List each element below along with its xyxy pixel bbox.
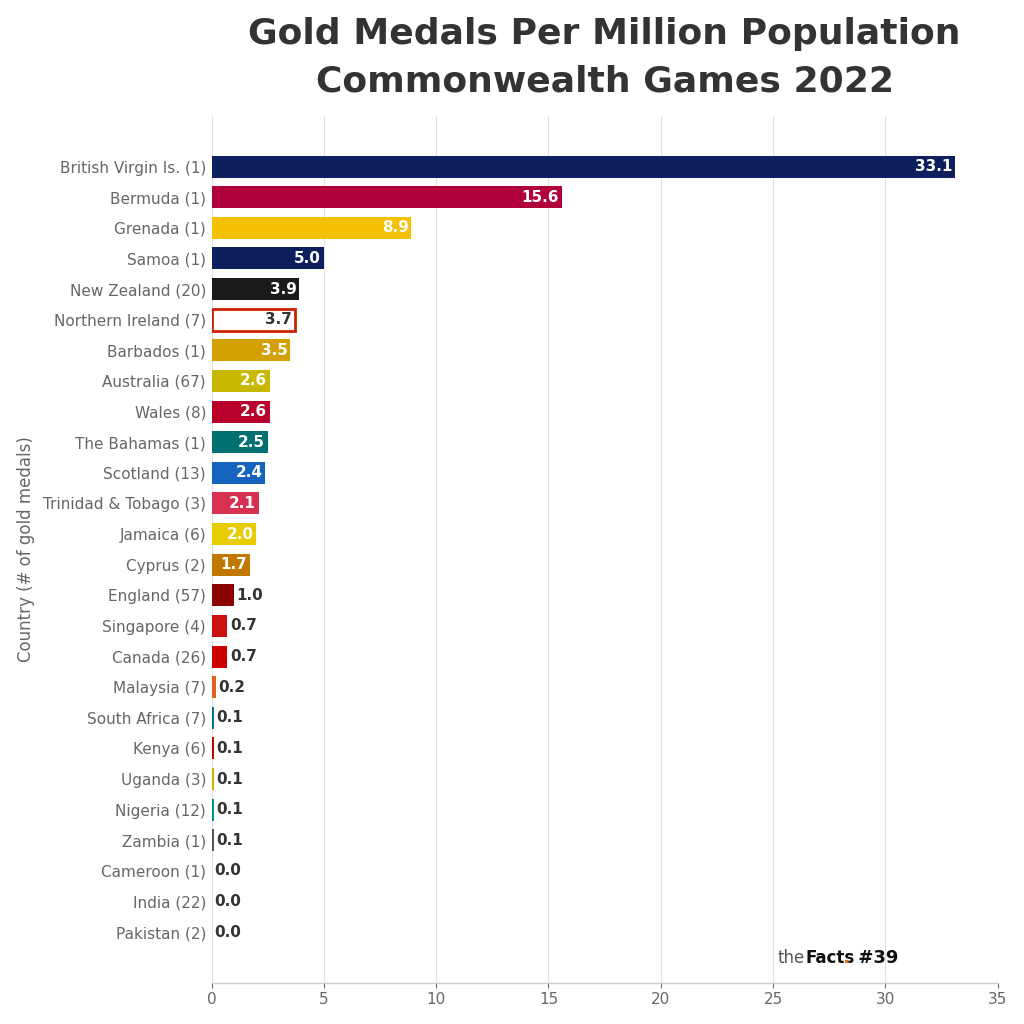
Bar xyxy=(212,737,214,760)
Bar xyxy=(212,523,256,545)
Text: 3.5: 3.5 xyxy=(260,343,288,357)
Text: 0.1: 0.1 xyxy=(216,833,244,848)
Bar xyxy=(212,156,955,177)
Text: 3.9: 3.9 xyxy=(269,282,297,297)
Text: 0.1: 0.1 xyxy=(216,741,244,756)
Title: Gold Medals Per Million Population
Commonwealth Games 2022: Gold Medals Per Million Population Commo… xyxy=(249,16,961,98)
Bar xyxy=(212,339,290,361)
Bar xyxy=(212,279,299,300)
Text: 3.7: 3.7 xyxy=(265,312,292,328)
Bar xyxy=(212,462,265,484)
Text: 2.0: 2.0 xyxy=(226,526,254,542)
Bar xyxy=(212,217,412,239)
Text: 0.7: 0.7 xyxy=(230,649,257,665)
Text: .: . xyxy=(843,949,849,967)
Bar xyxy=(212,400,270,423)
Text: 1.0: 1.0 xyxy=(237,588,263,603)
Text: 0.1: 0.1 xyxy=(216,771,244,786)
Bar xyxy=(212,493,259,514)
Bar xyxy=(212,585,234,606)
Bar xyxy=(212,431,267,454)
Text: 0.1: 0.1 xyxy=(216,802,244,817)
Y-axis label: Country (# of gold medals): Country (# of gold medals) xyxy=(16,436,35,663)
Text: 5.0: 5.0 xyxy=(294,251,322,266)
Text: 2.1: 2.1 xyxy=(229,496,256,511)
Text: 0.1: 0.1 xyxy=(216,711,244,725)
Text: #39: #39 xyxy=(852,949,899,967)
Text: the: the xyxy=(777,949,805,967)
Bar xyxy=(212,768,214,791)
Bar xyxy=(212,308,295,331)
Text: 2.4: 2.4 xyxy=(236,465,263,480)
Bar xyxy=(212,248,324,269)
Text: 15.6: 15.6 xyxy=(522,189,559,205)
Text: 1.7: 1.7 xyxy=(220,557,247,572)
Bar xyxy=(212,554,250,575)
Bar xyxy=(212,645,227,668)
Bar xyxy=(212,707,214,729)
Text: 0.0: 0.0 xyxy=(214,894,241,909)
Text: 0.2: 0.2 xyxy=(219,680,246,694)
Text: 0.7: 0.7 xyxy=(230,618,257,634)
Text: Facts: Facts xyxy=(805,949,854,967)
Bar xyxy=(212,370,270,392)
Bar xyxy=(212,615,227,637)
Text: 33.1: 33.1 xyxy=(914,159,952,174)
Text: 2.6: 2.6 xyxy=(241,404,267,419)
Bar xyxy=(212,676,216,698)
Bar xyxy=(212,186,562,208)
Bar xyxy=(212,799,214,820)
Bar xyxy=(212,829,214,851)
Text: 8.9: 8.9 xyxy=(382,220,409,236)
Text: 2.6: 2.6 xyxy=(241,374,267,388)
Text: 0.0: 0.0 xyxy=(214,863,241,879)
Text: 0.0: 0.0 xyxy=(214,925,241,940)
Text: 2.5: 2.5 xyxy=(238,435,265,450)
